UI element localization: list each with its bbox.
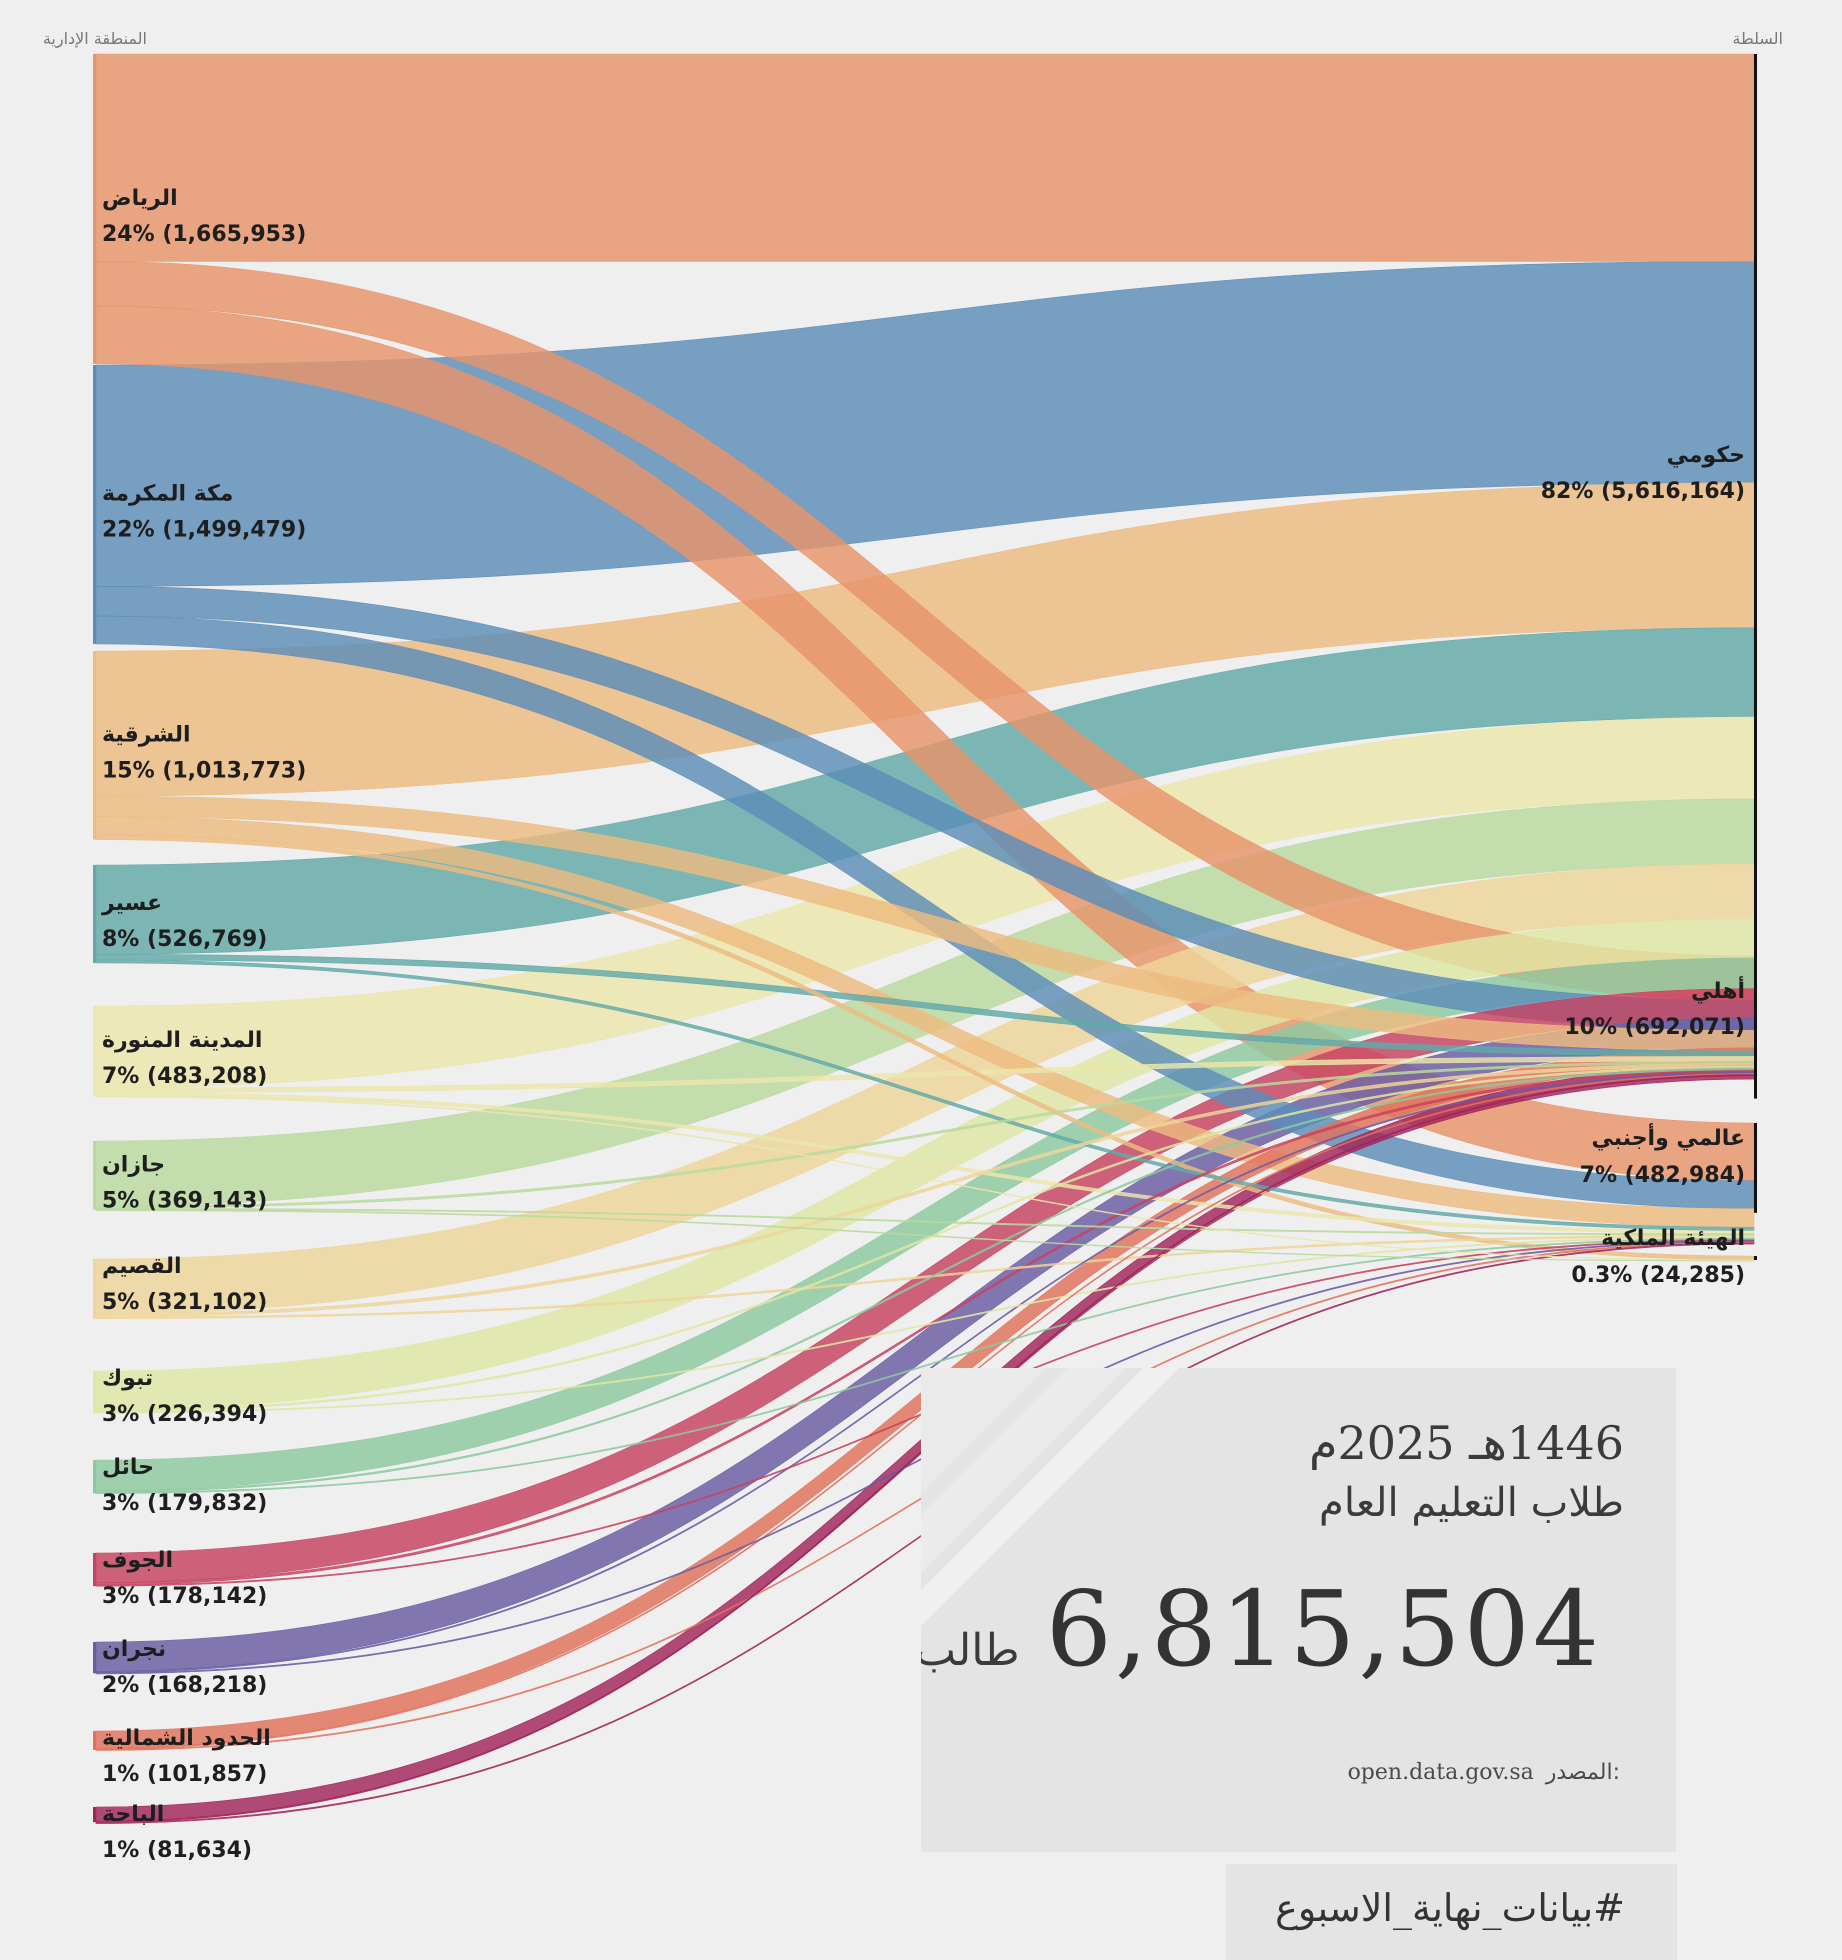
flow-link xyxy=(95,1095,1755,1261)
source-value: 24% (1,665,953) xyxy=(102,222,306,247)
card-subtitle: طلاب التعليم العام xyxy=(1319,1480,1624,1526)
source-node xyxy=(93,1259,96,1319)
source-label: الحدود الشمالية xyxy=(102,1726,271,1751)
source-label: تبوك xyxy=(102,1366,153,1391)
source-line: open.data.gov.sa المصدر: xyxy=(1348,1760,1620,1785)
target-value: 0.3% (24,285) xyxy=(1571,1263,1745,1288)
flow-link xyxy=(95,53,1755,262)
year-label: 1446هـ 2025م xyxy=(1309,1416,1624,1470)
source-value: 3% (178,142) xyxy=(102,1584,267,1609)
source-label: الرياض xyxy=(102,186,178,211)
flow-link xyxy=(95,1208,1755,1236)
source-value: 15% (1,013,773) xyxy=(102,758,306,783)
hashtag: #بيانات_نهاية_الاسبوع xyxy=(1275,1886,1625,1930)
source-node xyxy=(93,1460,96,1494)
target-node xyxy=(1754,956,1757,1085)
right-axis-header: السلطة xyxy=(1732,29,1783,48)
target-value: 7% (482,984) xyxy=(1580,1163,1745,1188)
source-value: 3% (179,832) xyxy=(102,1491,267,1516)
target-node xyxy=(1754,1256,1757,1260)
target-label: حكومي xyxy=(1667,443,1745,468)
summary-card: 1446هـ 2025م طلاب التعليم العام طالب 6,8… xyxy=(921,1368,1676,1852)
source-value: 5% (369,143) xyxy=(102,1188,267,1213)
target-label: عالمي وأجنبي xyxy=(1591,1122,1745,1151)
target-node xyxy=(1754,54,1757,1099)
source-label: نجران xyxy=(102,1637,166,1662)
source-value: 22% (1,499,479) xyxy=(102,517,306,542)
source-label: الباحة xyxy=(102,1802,164,1827)
source-label: جازان xyxy=(102,1152,165,1177)
source-node xyxy=(93,865,96,963)
source-node xyxy=(93,1642,96,1674)
source-value: 1% (81,634) xyxy=(102,1838,252,1863)
source-value: 5% (321,102) xyxy=(102,1290,267,1315)
decorative-stripes xyxy=(921,1368,1179,1626)
source-node xyxy=(93,651,96,840)
source-node xyxy=(93,1371,96,1414)
source-value: 8% (526,769) xyxy=(102,927,267,952)
target-node xyxy=(1754,1123,1757,1213)
source-label: الجوف xyxy=(102,1548,173,1573)
source-label: حائل xyxy=(102,1455,154,1480)
node-bars xyxy=(93,54,1757,1823)
total-unit: طالب xyxy=(921,1625,1020,1676)
total-row: طالب 6,815,504 xyxy=(921,1568,1602,1690)
source-label: المدينة المنورة xyxy=(102,1028,262,1053)
hashtag-box: #بيانات_نهاية_الاسبوع xyxy=(1226,1864,1677,1960)
flow-link xyxy=(95,1209,1755,1262)
target-label: الهيئة الملكية xyxy=(1601,1226,1745,1251)
target-value: 82% (5,616,164) xyxy=(1541,479,1745,504)
source-label: المصدر: xyxy=(1545,1760,1620,1785)
source-node xyxy=(93,1006,96,1096)
target-label: أهلي xyxy=(1691,975,1745,1004)
total-students: 6,815,504 xyxy=(1045,1568,1602,1690)
left-axis-header: المنطقة الإدارية xyxy=(43,29,147,49)
target-value: 10% (692,071) xyxy=(1564,1015,1745,1040)
flow-link xyxy=(95,959,1755,1231)
source-value: 2% (168,218) xyxy=(102,1673,267,1698)
source-value: 7% (483,208) xyxy=(102,1064,267,1089)
flow-link xyxy=(95,1237,1755,1494)
source-node xyxy=(93,1141,96,1210)
source-node xyxy=(93,365,96,644)
source-label: القصيم xyxy=(102,1254,182,1279)
source-node xyxy=(93,1807,96,1823)
source-label: مكة المكرمة xyxy=(102,481,233,506)
source-label: عسير xyxy=(101,891,162,916)
source-value: 3% (226,394) xyxy=(102,1402,267,1427)
source-label: الشرقية xyxy=(102,722,191,747)
source-url: open.data.gov.sa xyxy=(1347,1760,1534,1785)
node-labels: الرياض 24% (1,665,953) مكة المكرمة 22% (1,4… xyxy=(101,186,1745,1863)
source-node xyxy=(93,54,96,364)
source-node xyxy=(93,1731,96,1750)
source-node xyxy=(93,1553,96,1587)
source-value: 1% (101,857) xyxy=(102,1762,267,1787)
